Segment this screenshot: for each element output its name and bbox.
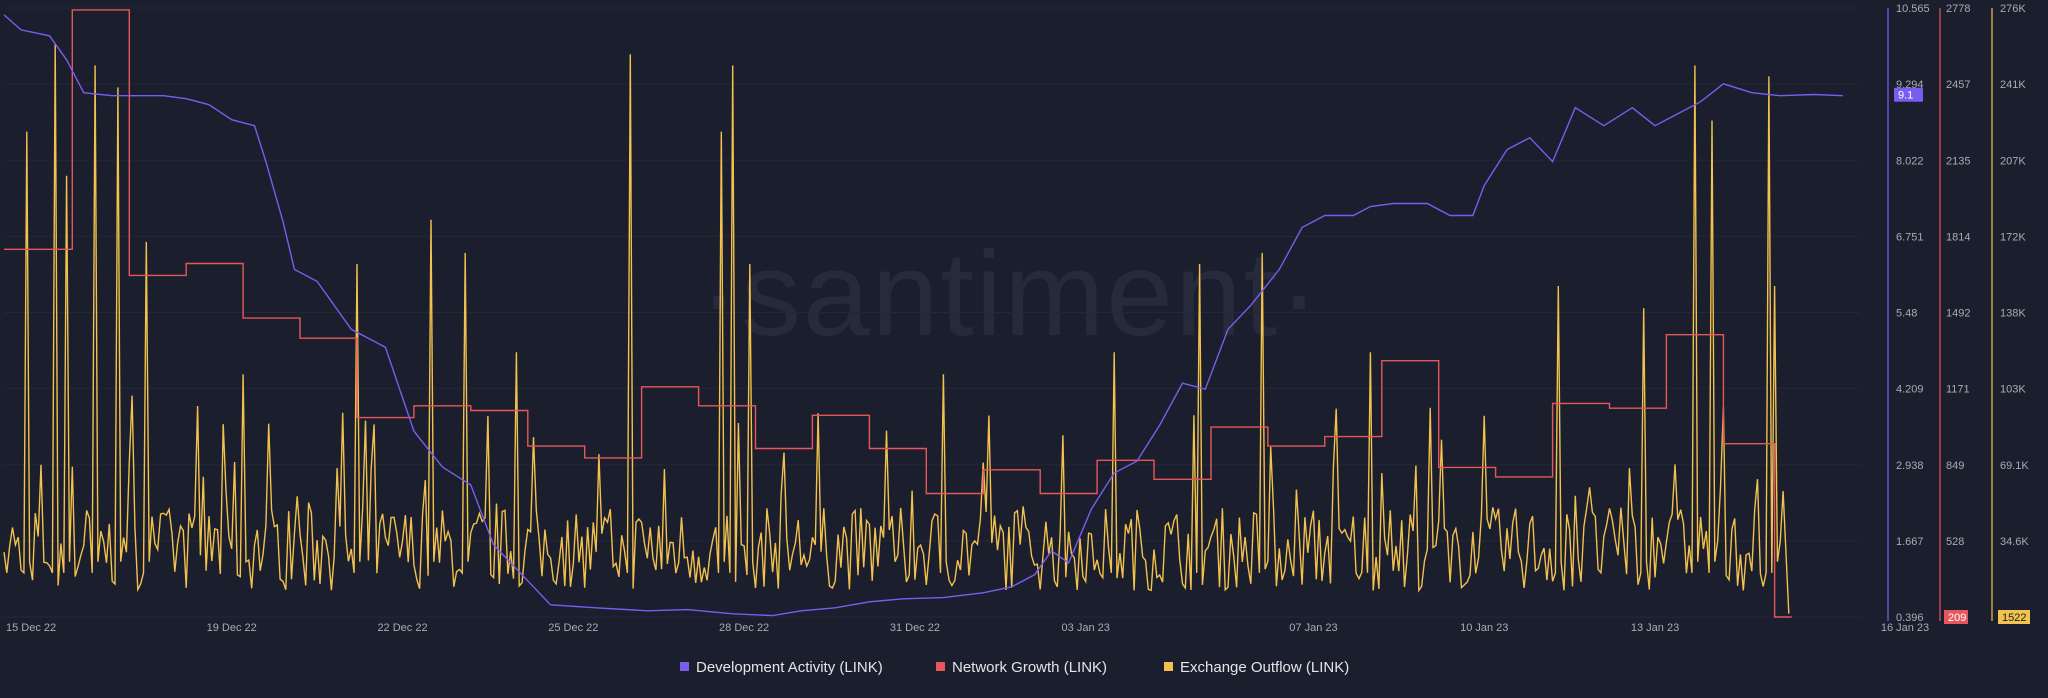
eo-axis-tick: 241K — [2000, 79, 2026, 91]
ng-current-value-badge: 209 — [1944, 610, 1968, 624]
dev-axis-tick: 6.751 — [1896, 231, 1924, 243]
eo-axis-tick: 69.1K — [2000, 460, 2029, 472]
eo-axis-tick: 172K — [2000, 231, 2026, 243]
legend: Development Activity (LINK) Network Growt… — [680, 659, 1349, 676]
x-axis: 15 Dec 22 19 Dec 22 22 Dec 22 25 Dec 22 28 D… — [6, 622, 1929, 634]
eo-axis-tick: 207K — [2000, 155, 2026, 167]
santiment-watermark: ·santiment· — [699, 227, 1321, 361]
ng-axis-tick: 849 — [1946, 460, 1964, 472]
exchange-outflow-line[interactable] — [3, 43, 1790, 614]
ng-axis-tick: 2457 — [1946, 79, 1970, 91]
ng-axis-tick: 528 — [1946, 536, 1964, 548]
legend-item[interactable]: Development Activity (LINK) — [680, 659, 883, 676]
ng-axis-tick: 2778 — [1946, 3, 1970, 15]
eo-axis-tick: 276K — [2000, 3, 2026, 15]
dev-current-value: 9.1 — [1898, 90, 1913, 102]
legend-label: Exchange Outflow (LINK) — [1180, 659, 1349, 676]
ng-axis-tick: 1492 — [1946, 308, 1970, 320]
x-axis-tick: 07 Jan 23 — [1289, 622, 1337, 634]
eo-axis-tick: 103K — [2000, 384, 2026, 396]
gridlines — [4, 7, 1860, 618]
dev-axis-tick: 0.396 — [1896, 612, 1924, 624]
ng-current-value: 209 — [1948, 612, 1966, 624]
x-axis-tick: 10 Jan 23 — [1460, 622, 1508, 634]
ng-axis-tick: 1814 — [1946, 231, 1970, 243]
legend-swatch — [680, 662, 689, 671]
legend-label: Network Growth (LINK) — [952, 659, 1107, 676]
dev-axis-tick: 8.022 — [1896, 155, 1924, 167]
x-axis-tick: 13 Jan 23 — [1631, 622, 1679, 634]
development-activity-line[interactable] — [3, 14, 1843, 617]
eo-axis-tick: 34.6K — [2000, 536, 2029, 548]
dev-axis-tick: 4.209 — [1896, 384, 1924, 396]
x-axis-tick: 19 Dec 22 — [207, 622, 257, 634]
x-axis-tick: 22 Dec 22 — [377, 622, 427, 634]
x-axis-tick: 03 Jan 23 — [1062, 622, 1110, 634]
x-axis-tick: 31 Dec 22 — [890, 622, 940, 634]
eo-axis-tick: 138K — [2000, 308, 2026, 320]
ng-axis-tick: 2135 — [1946, 155, 1970, 167]
eo-current-value-badge: 1522 — [1998, 610, 2030, 624]
eo-current-value: 1522 — [2002, 612, 2026, 624]
network-growth-line[interactable] — [4, 9, 1792, 618]
legend-swatch — [936, 662, 945, 671]
x-axis-tick: 25 Dec 22 — [548, 622, 598, 634]
dev-axis-tick: 1.667 — [1896, 536, 1924, 548]
x-axis-tick: 15 Dec 22 — [6, 622, 56, 634]
ng-axis-tick: 1171 — [1946, 384, 1970, 396]
legend-label: Development Activity (LINK) — [696, 659, 883, 676]
dev-current-value-badge: 9.1 — [1894, 87, 1923, 102]
dev-axis-tick: 10.565 — [1896, 3, 1930, 15]
x-axis-tick: 16 Jan 23 — [1881, 622, 1929, 634]
plot-area[interactable] — [3, 9, 1843, 618]
network-growth-axis: 2778 2457 2135 1814 1492 1171 849 528 209 — [1946, 3, 1970, 624]
current-value-badges: 9.1 209 1522 — [1894, 87, 2030, 624]
legend-item[interactable]: Network Growth (LINK) — [936, 659, 1107, 676]
exchange-outflow-axis: 276K 241K 207K 172K 138K 103K 69.1K 34.6K — [2000, 3, 2029, 548]
dev-axis-tick: 5.48 — [1896, 308, 1917, 320]
y-axis-lines — [1887, 8, 1993, 621]
x-axis-tick: 28 Dec 22 — [719, 622, 769, 634]
development-activity-axis: 10.5659.2948.0226.7515.484.2092.9381.667… — [1896, 3, 1930, 624]
legend-item[interactable]: Exchange Outflow (LINK) — [1164, 659, 1349, 676]
legend-swatch — [1164, 662, 1173, 671]
dev-axis-tick: 2.938 — [1896, 460, 1924, 472]
